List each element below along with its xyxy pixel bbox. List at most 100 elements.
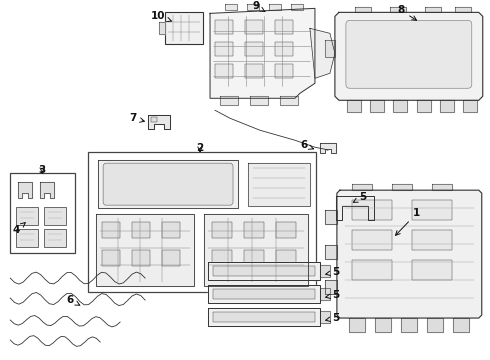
Polygon shape xyxy=(98,160,238,208)
Bar xyxy=(151,117,157,122)
Polygon shape xyxy=(390,7,406,12)
Polygon shape xyxy=(310,28,335,78)
Polygon shape xyxy=(325,280,337,294)
Bar xyxy=(132,250,150,266)
Polygon shape xyxy=(40,182,54,198)
Bar xyxy=(412,200,452,220)
Polygon shape xyxy=(325,40,335,57)
Bar xyxy=(412,230,452,250)
Polygon shape xyxy=(349,318,365,332)
Polygon shape xyxy=(336,196,374,220)
Polygon shape xyxy=(220,96,238,105)
Bar xyxy=(10,173,75,253)
Polygon shape xyxy=(427,318,443,332)
Polygon shape xyxy=(208,285,320,303)
Text: 4: 4 xyxy=(13,222,25,235)
Bar xyxy=(352,260,392,280)
Polygon shape xyxy=(320,311,330,323)
Polygon shape xyxy=(291,4,303,10)
Polygon shape xyxy=(352,184,372,190)
Polygon shape xyxy=(370,100,384,112)
Bar xyxy=(215,42,233,56)
Bar xyxy=(44,207,66,225)
Bar xyxy=(245,42,263,56)
Bar xyxy=(162,222,180,238)
Bar xyxy=(213,266,315,276)
Bar xyxy=(132,222,150,238)
Polygon shape xyxy=(463,100,477,112)
Polygon shape xyxy=(455,7,471,12)
Bar xyxy=(244,222,264,238)
Polygon shape xyxy=(440,100,454,112)
Text: 9: 9 xyxy=(252,1,265,12)
Polygon shape xyxy=(148,115,170,129)
Polygon shape xyxy=(159,22,165,34)
Text: 1: 1 xyxy=(395,208,420,235)
Polygon shape xyxy=(320,265,330,277)
Polygon shape xyxy=(280,96,298,105)
Text: 6: 6 xyxy=(67,295,80,305)
Bar xyxy=(275,21,293,34)
Polygon shape xyxy=(247,4,259,10)
Polygon shape xyxy=(425,7,441,12)
Text: 5: 5 xyxy=(353,192,367,202)
Polygon shape xyxy=(208,262,320,280)
Text: 5: 5 xyxy=(326,267,340,277)
Bar xyxy=(213,312,315,322)
Polygon shape xyxy=(337,190,482,318)
Text: 5: 5 xyxy=(326,313,340,323)
Polygon shape xyxy=(432,184,452,190)
Bar xyxy=(162,250,180,266)
Polygon shape xyxy=(393,100,407,112)
Polygon shape xyxy=(248,163,310,206)
Polygon shape xyxy=(453,318,469,332)
Bar xyxy=(244,250,264,266)
Text: 2: 2 xyxy=(196,143,204,153)
Polygon shape xyxy=(269,4,281,10)
Bar xyxy=(213,289,315,299)
Bar xyxy=(245,64,263,78)
Bar xyxy=(215,21,233,34)
Polygon shape xyxy=(392,184,412,190)
Text: 6: 6 xyxy=(300,140,314,150)
Bar xyxy=(212,222,232,238)
Bar xyxy=(102,222,120,238)
Polygon shape xyxy=(325,210,337,224)
Polygon shape xyxy=(18,182,32,198)
Bar xyxy=(352,230,392,250)
Polygon shape xyxy=(250,96,268,105)
Bar xyxy=(16,207,38,225)
Polygon shape xyxy=(210,8,315,98)
Text: 8: 8 xyxy=(397,5,416,20)
Bar xyxy=(276,222,296,238)
Polygon shape xyxy=(320,143,336,153)
Bar xyxy=(275,64,293,78)
FancyBboxPatch shape xyxy=(103,163,233,205)
Text: 5: 5 xyxy=(326,290,340,300)
Bar xyxy=(215,64,233,78)
Polygon shape xyxy=(401,318,417,332)
Polygon shape xyxy=(325,245,337,259)
Bar xyxy=(412,260,452,280)
Bar xyxy=(165,12,203,44)
Polygon shape xyxy=(96,214,194,286)
Bar xyxy=(212,250,232,266)
Bar xyxy=(275,42,293,56)
FancyBboxPatch shape xyxy=(346,21,472,88)
Polygon shape xyxy=(417,100,431,112)
Polygon shape xyxy=(347,100,361,112)
Text: 7: 7 xyxy=(129,113,145,123)
Bar xyxy=(102,250,120,266)
Polygon shape xyxy=(355,7,371,12)
Polygon shape xyxy=(208,308,320,326)
Bar xyxy=(245,21,263,34)
Bar xyxy=(352,200,392,220)
Polygon shape xyxy=(335,12,483,100)
Text: 3: 3 xyxy=(39,165,46,175)
Bar xyxy=(44,229,66,247)
Polygon shape xyxy=(225,4,237,10)
Bar xyxy=(276,250,296,266)
Text: 10: 10 xyxy=(151,12,171,22)
Polygon shape xyxy=(375,318,391,332)
Bar xyxy=(88,152,316,292)
